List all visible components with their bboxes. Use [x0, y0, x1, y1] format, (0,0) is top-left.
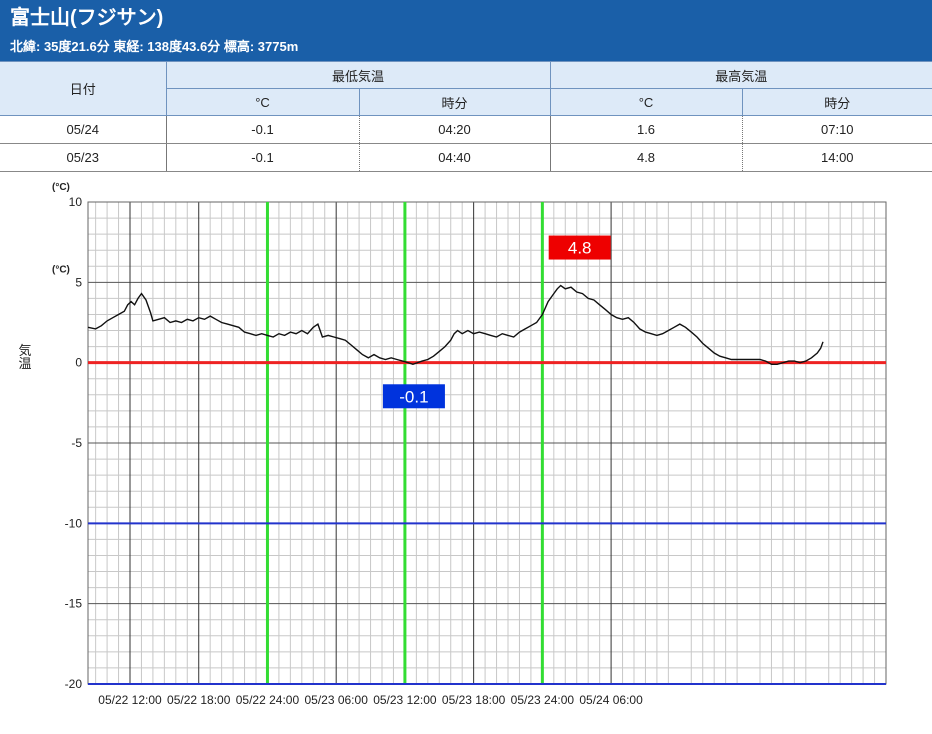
station-coordinates: 北緯: 35度21.6分 東経: 138度43.6分 標高: 3775m: [10, 39, 299, 54]
min-label-box: [382, 384, 445, 409]
y-tick-label: 0: [75, 356, 82, 370]
min-temp-header: 最低気温: [165, 61, 551, 89]
chart-grid: [87, 201, 887, 685]
x-tick-label: 05/23 18:00: [442, 693, 506, 707]
max-temp-header: 最高気温: [549, 61, 932, 89]
y-tick-label: 10: [69, 195, 83, 209]
table-row: 05/24 -0.1 04:20 1.6 07:10: [0, 115, 932, 144]
y-tick-label: -20: [65, 677, 83, 691]
y-tick-label: -10: [65, 516, 83, 530]
station-header: 富士山(フジサン) 北緯: 35度21.6分 東経: 138度43.6分 標高:…: [0, 0, 932, 61]
temperature-summary-table: 日付 最低気温 最高気温 °C 時分 °C 時分 05/24 -0.1 04:2…: [0, 61, 932, 172]
temperature-series-line: [87, 284, 824, 366]
y-tick-label: -5: [71, 436, 82, 450]
max-label-box: [548, 235, 611, 260]
x-tick-label: 05/23 24:00: [511, 693, 575, 707]
x-tick-label: 05/22 18:00: [167, 693, 231, 707]
y-tick-label: 5: [75, 275, 82, 289]
x-tick-label: 05/22 24:00: [236, 693, 300, 707]
min-celsius-header: °C: [166, 88, 360, 116]
chart-marks: [87, 202, 886, 685]
row-max-time: 14:00: [741, 143, 932, 172]
min-label-text: -0.1: [399, 387, 428, 406]
x-tick-label: 05/23 12:00: [373, 693, 437, 707]
x-tick-label: 05/23 06:00: [304, 693, 368, 707]
unit-label-top: (°C): [52, 182, 70, 193]
row-max-c: 4.8: [549, 143, 743, 172]
row-min-time: 04:20: [358, 115, 551, 144]
row-min-c: -0.1: [165, 115, 359, 144]
row-min-time: 04:40: [358, 143, 551, 172]
y-axis-label: 気温: [17, 343, 32, 370]
station-name: 富士山(フジサン): [10, 7, 164, 29]
max-time-header: 時分: [741, 88, 932, 116]
temperature-chart: 05/22 12:00 05/22 18:00 05/22 24:00 05/23 0…: [0, 172, 932, 729]
max-label-text: 4.8: [568, 239, 592, 258]
chart-labels: 05/22 12:00 05/22 18:00 05/22 24:00 05/23 0…: [17, 182, 644, 707]
row-date: 05/23: [0, 143, 166, 172]
date-header: 日付: [0, 61, 167, 116]
unit-label-mid: (°C): [52, 264, 70, 275]
row-min-c: -0.1: [165, 143, 359, 172]
min-time-header: 時分: [358, 88, 551, 116]
row-max-time: 07:10: [741, 115, 932, 144]
temperature-chart-svg: 05/22 12:00 05/22 18:00 05/22 24:00 05/23 0…: [17, 182, 887, 707]
x-tick-label: 05/22 12:00: [98, 693, 162, 707]
max-celsius-header: °C: [549, 88, 743, 116]
x-tick-label: 05/24 06:00: [579, 693, 643, 707]
row-date: 05/24: [0, 115, 166, 144]
row-max-c: 1.6: [549, 115, 743, 144]
table-row: 05/23 -0.1 04:40 4.8 14:00: [0, 143, 932, 172]
y-tick-label: -15: [65, 597, 83, 611]
